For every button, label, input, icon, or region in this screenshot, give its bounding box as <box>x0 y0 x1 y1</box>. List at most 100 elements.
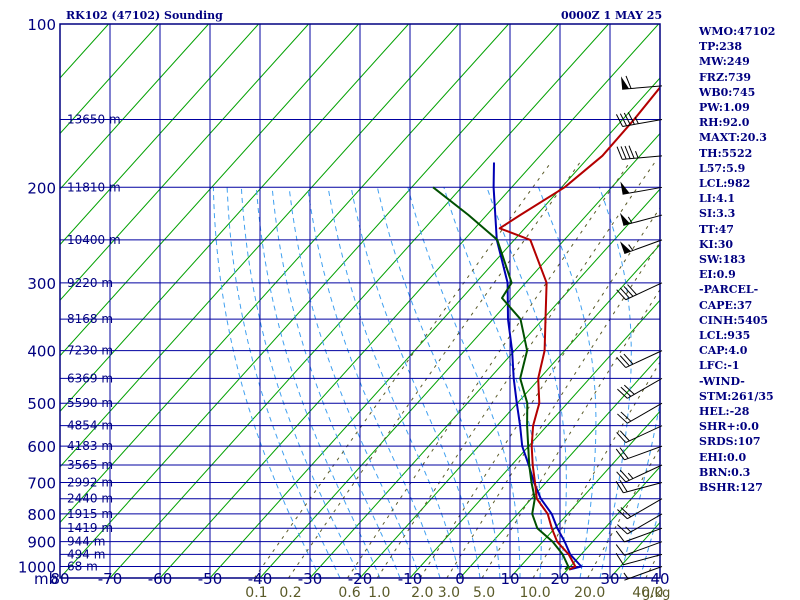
pressure-tick-label: 300 <box>27 275 56 293</box>
wind-barb-flag <box>620 241 631 254</box>
stability-index-item: MW:249 <box>699 55 750 69</box>
mixing-ratio-label: 0.6 <box>338 585 360 600</box>
height-label: 68 m <box>67 560 98 574</box>
mixing-ratio-label: 0.2 <box>279 585 301 600</box>
pressure-tick-label: 1000 <box>18 559 56 577</box>
stability-index-item: CAP:4.0 <box>699 344 748 358</box>
wind-barb <box>616 145 663 160</box>
wind-barb-full <box>625 75 632 89</box>
wind-barb-half <box>627 216 633 224</box>
wind-barb-full <box>616 289 627 301</box>
isobar-lines <box>60 24 660 578</box>
mixing-ratio-line <box>376 162 656 578</box>
wind-barb-full <box>617 524 628 535</box>
wind-barb-full <box>616 146 623 160</box>
stability-index-list: WMO:47102 TP:238 MW:249 FRZ:739 WB0:745 PW:1.… <box>699 24 775 495</box>
wind-barb <box>620 239 663 255</box>
wind-barb-full <box>628 145 635 159</box>
wind-barb-full <box>616 357 627 368</box>
isotherm-line <box>0 24 59 578</box>
height-label: 2440 m <box>67 492 113 506</box>
temperature-trace-line <box>498 85 660 571</box>
stability-index-item: PW:1.09 <box>699 101 750 115</box>
mixing-ratio-lines <box>253 162 660 578</box>
stability-index-item: BRN:0.3 <box>699 465 751 479</box>
wind-barb-full <box>619 469 630 481</box>
mixing-ratio-line <box>347 162 631 578</box>
wind-barb-staff <box>622 119 663 127</box>
temperature-tick-label: 40 <box>650 570 669 588</box>
mixing-ratio-unit: g/kg <box>642 586 670 600</box>
wind-barb-full <box>617 413 628 424</box>
dewpoint-trace-line <box>432 186 570 571</box>
wind-barb <box>615 445 663 461</box>
wind-barb-full <box>619 479 628 493</box>
wind-barb-full <box>623 353 634 365</box>
isotherm-line <box>109 24 609 578</box>
plot-border <box>59 23 661 579</box>
height-label: 4854 m <box>67 419 113 433</box>
stability-index-item: SI:3.3 <box>699 207 736 221</box>
wind-barb-staff <box>625 464 663 483</box>
wind-barb <box>617 513 663 535</box>
isotherm-line <box>60 24 159 135</box>
mixing-ratio-label: 2.0 <box>411 585 433 600</box>
wind-barb <box>617 498 663 520</box>
wind-barb-half <box>635 150 639 159</box>
isotherm-line <box>209 77 660 578</box>
temperature-tick-label: -40 <box>248 570 273 588</box>
temperature-tick-label: -10 <box>398 570 423 588</box>
wind-barb-half <box>634 116 639 124</box>
wind-barb <box>615 552 663 566</box>
mixing-ratio-label: 3.0 <box>438 585 460 600</box>
height-label: 494 m <box>67 547 105 561</box>
wind-barb-staff <box>623 553 663 566</box>
height-label: 10400 m <box>67 233 121 247</box>
wind-barb-full <box>616 471 627 483</box>
temperature-tick-label: 80 <box>50 570 69 588</box>
height-label: 2992 m <box>67 475 113 489</box>
wind-barb-full <box>615 552 624 566</box>
wind-barb-staff <box>624 541 663 556</box>
stability-index-item: WMO:47102 <box>699 25 776 38</box>
wind-barb-staff <box>624 445 663 461</box>
wind-barb-full <box>623 285 634 297</box>
wind-barb-staff <box>623 214 663 226</box>
stability-index-item: SRDS:107 <box>699 435 761 449</box>
stability-index-item: SHR+:0.0 <box>699 420 759 434</box>
wind-barb-full <box>617 388 628 399</box>
wind-barb-full <box>620 146 627 160</box>
wind-barb-staff <box>624 527 663 543</box>
wind-barbs <box>615 75 663 581</box>
moist-adiabat-line <box>376 187 501 578</box>
wind-barb-full <box>615 544 625 556</box>
moist-adiabat-line <box>255 187 381 578</box>
height-label: 944 m <box>67 535 105 549</box>
wind-barb-full <box>627 284 637 296</box>
stability-index-item: SW:183 <box>699 253 746 267</box>
stability-index-item: KI:30 <box>699 237 734 251</box>
height-label: 7230 m <box>67 344 113 358</box>
stability-index-item: EHI:0.0 <box>699 450 747 464</box>
temperature-tick-label: 20 <box>550 570 569 588</box>
pressure-tick-label: 600 <box>27 438 56 456</box>
isotherm-line <box>60 24 509 524</box>
wind-barb-full <box>623 112 631 126</box>
stability-index-item: LI:4.1 <box>699 192 736 206</box>
wind-barb <box>615 112 663 127</box>
stability-index-item: MAXT:20.3 <box>699 131 767 145</box>
moist-adiabat-line <box>212 187 321 578</box>
temperature-tick-label: 0 <box>455 570 465 588</box>
stability-index-item: L57:5.9 <box>699 161 746 175</box>
wind-barb-full <box>619 430 630 442</box>
isotherm-line <box>60 24 259 246</box>
height-label: 3565 m <box>67 458 113 472</box>
mixing-ratio-label: 10.0 <box>519 585 550 600</box>
wind-barb-half <box>628 244 634 251</box>
isotherm-line <box>60 24 459 468</box>
height-label: 9220 m <box>67 276 113 290</box>
wind-barb-full <box>615 530 625 543</box>
wind-barb <box>615 527 663 543</box>
moist-adiabat-line <box>240 187 361 578</box>
